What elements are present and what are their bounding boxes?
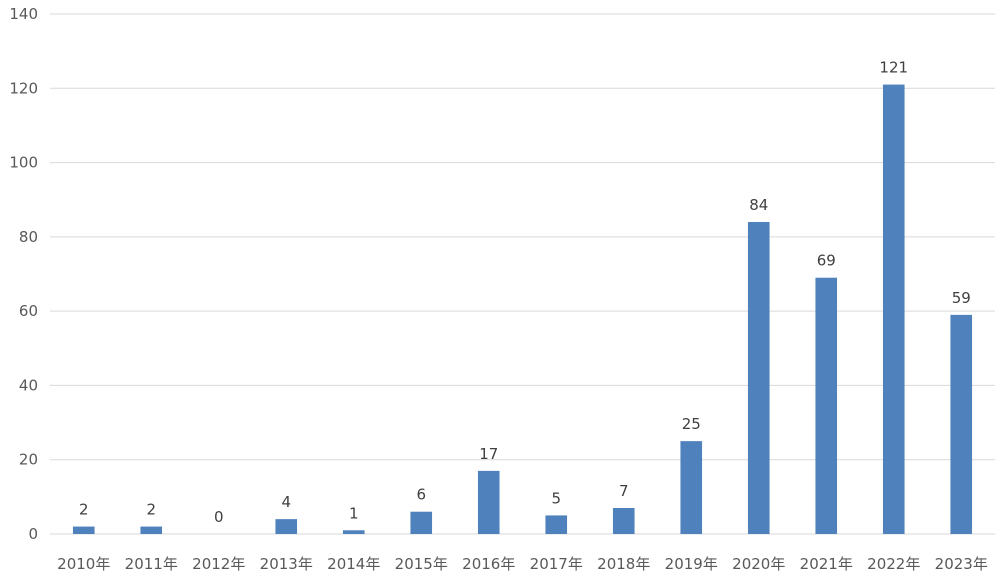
x-tick-label: 2020年 (732, 555, 785, 573)
data-label: 1 (349, 504, 359, 522)
data-labels: 2 2 0 4 1 6 17 5 7 25 84 69 121 59 (79, 59, 971, 526)
x-tick-label: 2012年 (192, 555, 245, 573)
y-tick-label: 0 (28, 525, 38, 543)
bars (72, 84, 973, 535)
data-label: 121 (879, 59, 908, 77)
y-tick-label: 80 (19, 228, 38, 246)
y-tick-label: 100 (9, 154, 38, 172)
y-axis: 0 20 40 60 80 100 120 140 (9, 5, 38, 543)
data-label: 25 (682, 415, 701, 433)
bar-2022年 (882, 84, 905, 535)
x-tick-label: 2010年 (57, 555, 110, 573)
x-tick-label: 2018年 (597, 555, 650, 573)
data-label: 7 (619, 482, 629, 500)
bar-2017年 (545, 515, 568, 534)
data-label: 59 (952, 289, 971, 307)
data-label: 69 (817, 252, 836, 270)
bar-2014年 (342, 530, 365, 534)
gridlines (50, 13, 995, 535)
y-tick-label: 120 (9, 79, 38, 97)
bar-2019年 (680, 441, 703, 534)
bar-2020年 (747, 222, 770, 534)
bar-2021年 (815, 277, 838, 534)
bar-2013年 (275, 519, 298, 534)
x-tick-label: 2017年 (530, 555, 583, 573)
data-label: 17 (479, 445, 498, 463)
bar-2018年 (612, 508, 635, 534)
x-tick-label: 2021年 (800, 555, 853, 573)
bar-2016年 (477, 470, 500, 534)
x-axis: 2010年 2011年 2012年 2013年 2014年 2015年 2016年 2017年… (57, 555, 988, 573)
data-label: 2 (79, 501, 89, 519)
bar-2023年 (950, 314, 973, 534)
y-tick-label: 60 (19, 302, 38, 320)
y-tick-label: 140 (9, 5, 38, 23)
y-tick-label: 20 (19, 451, 38, 469)
data-label: 84 (749, 196, 768, 214)
data-label: 5 (551, 489, 561, 507)
bar-2015年 (410, 511, 433, 534)
x-tick-label: 2019年 (665, 555, 718, 573)
data-label: 6 (416, 486, 426, 504)
x-tick-label: 2014年 (327, 555, 380, 573)
data-label: 2 (146, 501, 156, 519)
bar-2011年 (140, 526, 163, 534)
x-tick-label: 2013年 (260, 555, 313, 573)
y-tick-label: 40 (19, 376, 38, 394)
bar-2010年 (72, 526, 95, 534)
x-tick-label: 2011年 (125, 555, 178, 573)
x-tick-label: 2016年 (462, 555, 515, 573)
x-tick-label: 2022年 (867, 555, 920, 573)
x-tick-label: 2015年 (395, 555, 448, 573)
data-label: 0 (214, 508, 224, 526)
x-tick-label: 2023年 (935, 555, 988, 573)
data-label: 4 (281, 493, 291, 511)
